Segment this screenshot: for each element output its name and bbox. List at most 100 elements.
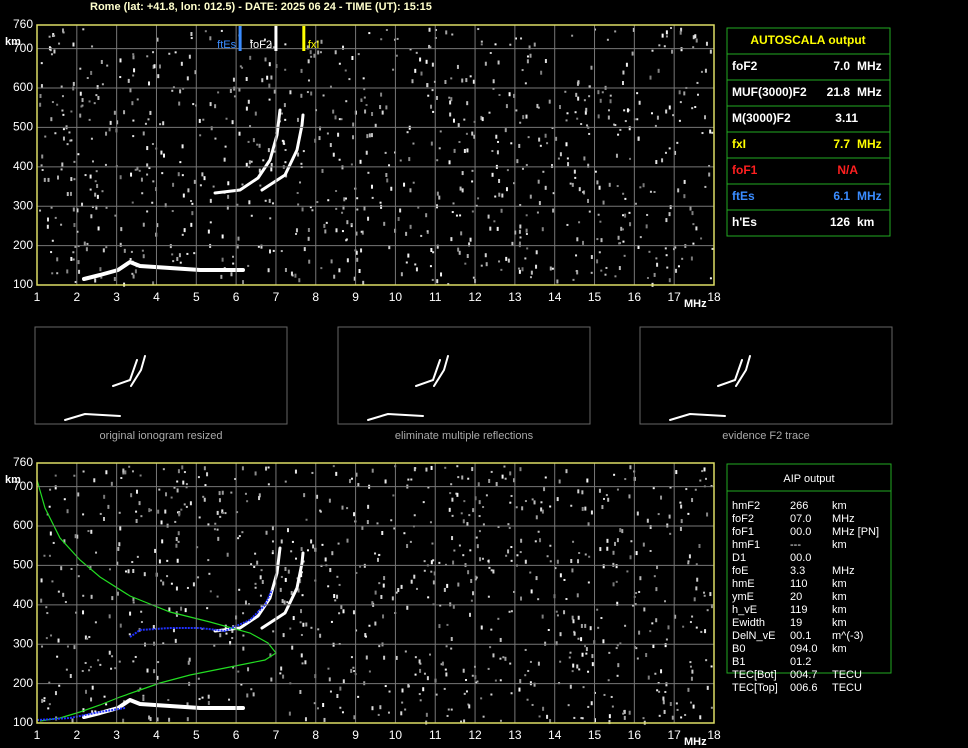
noise-dot	[549, 719, 552, 724]
noise-dot	[482, 506, 485, 509]
noise-dot	[638, 100, 641, 105]
noise-dot	[210, 126, 213, 131]
noise-dot	[434, 36, 437, 39]
noise-dot	[303, 493, 306, 498]
noise-dot	[453, 148, 456, 153]
noise-dot	[223, 157, 226, 162]
noise-dot	[695, 226, 698, 231]
noise-dot	[451, 211, 454, 214]
noise-dot	[105, 206, 108, 209]
noise-dot	[89, 565, 92, 570]
noise-dot	[152, 625, 155, 630]
noise-dot	[499, 657, 502, 660]
noise-dot	[452, 604, 455, 609]
noise-dot	[371, 706, 374, 711]
noise-dot	[469, 549, 472, 552]
noise-dot	[88, 100, 91, 103]
noise-dot	[357, 53, 360, 56]
noise-dot	[177, 531, 180, 536]
noise-dot	[569, 651, 572, 654]
noise-dot	[691, 615, 694, 618]
noise-dot	[368, 133, 371, 138]
noise-dot	[477, 197, 480, 200]
noise-dot	[427, 596, 430, 599]
noise-dot	[616, 488, 619, 491]
noise-dot	[301, 207, 304, 212]
noise-dot	[525, 228, 528, 233]
noise-dot	[105, 246, 108, 249]
noise-dot	[311, 471, 314, 474]
noise-dot	[468, 704, 471, 709]
noise-dot	[171, 89, 174, 92]
noise-dot	[666, 266, 669, 269]
noise-dot	[459, 186, 462, 191]
row-name: foF2	[732, 59, 758, 73]
noise-dot	[613, 541, 616, 546]
noise-dot	[508, 92, 511, 97]
noise-dot	[556, 614, 559, 617]
noise-dot	[238, 588, 241, 591]
noise-dot	[699, 715, 702, 720]
f-trace	[213, 546, 282, 633]
noise-dot	[358, 269, 361, 274]
marker-label: foF2	[250, 39, 272, 51]
noise-dot	[419, 662, 422, 665]
noise-dot	[571, 568, 574, 573]
noise-dot	[272, 630, 275, 633]
noise-dot	[50, 634, 53, 637]
y-tick-label: 100	[13, 715, 33, 729]
noise-dot	[338, 158, 341, 161]
noise-dot	[202, 118, 205, 121]
noise-dot	[119, 242, 122, 247]
noise-dot	[130, 250, 133, 253]
noise-dot	[520, 37, 523, 40]
noise-dot	[525, 233, 528, 236]
noise-dot	[412, 181, 415, 184]
noise-dot	[232, 255, 235, 258]
noise-dot	[588, 85, 591, 88]
noise-dot	[605, 266, 608, 269]
noise-dot	[344, 197, 347, 200]
noise-dot	[462, 554, 465, 557]
noise-dot	[471, 210, 474, 213]
noise-dot	[360, 98, 363, 101]
noise-dot	[339, 706, 342, 709]
noise-dot	[108, 127, 111, 132]
noise-dot	[521, 167, 524, 170]
noise-dot	[81, 670, 84, 673]
noise-dot	[268, 198, 271, 203]
noise-dot	[355, 472, 358, 477]
noise-dot	[406, 544, 409, 549]
noise-dot	[113, 277, 116, 282]
noise-dot	[178, 101, 181, 106]
noise-dot	[664, 600, 667, 603]
noise-dot	[549, 266, 552, 271]
noise-dot	[687, 562, 690, 565]
noise-dot	[89, 174, 92, 179]
noise-dot	[429, 265, 432, 268]
marker-label: fxI	[308, 39, 320, 51]
noise-dot	[519, 236, 522, 239]
noise-dot	[246, 500, 249, 503]
noise-dot	[407, 478, 410, 481]
noise-dot	[518, 229, 521, 234]
noise-dot	[102, 517, 105, 522]
e-trace	[82, 698, 245, 719]
noise-dot	[450, 97, 453, 102]
noise-dot	[305, 622, 308, 627]
noise-dot	[385, 105, 388, 110]
noise-dot	[691, 669, 694, 674]
noise-dot	[350, 477, 353, 480]
noise-dot	[584, 110, 587, 115]
noise-dot	[304, 717, 307, 722]
noise-dot	[146, 173, 149, 176]
noise-dot	[252, 138, 255, 143]
noise-dot	[476, 680, 479, 683]
noise-dot	[622, 70, 625, 75]
noise-dot	[216, 595, 219, 598]
noise-dot	[679, 501, 682, 504]
noise-dot	[77, 260, 80, 265]
noise-dot	[680, 27, 683, 32]
noise-dot	[392, 68, 395, 71]
noise-dot	[209, 198, 212, 203]
